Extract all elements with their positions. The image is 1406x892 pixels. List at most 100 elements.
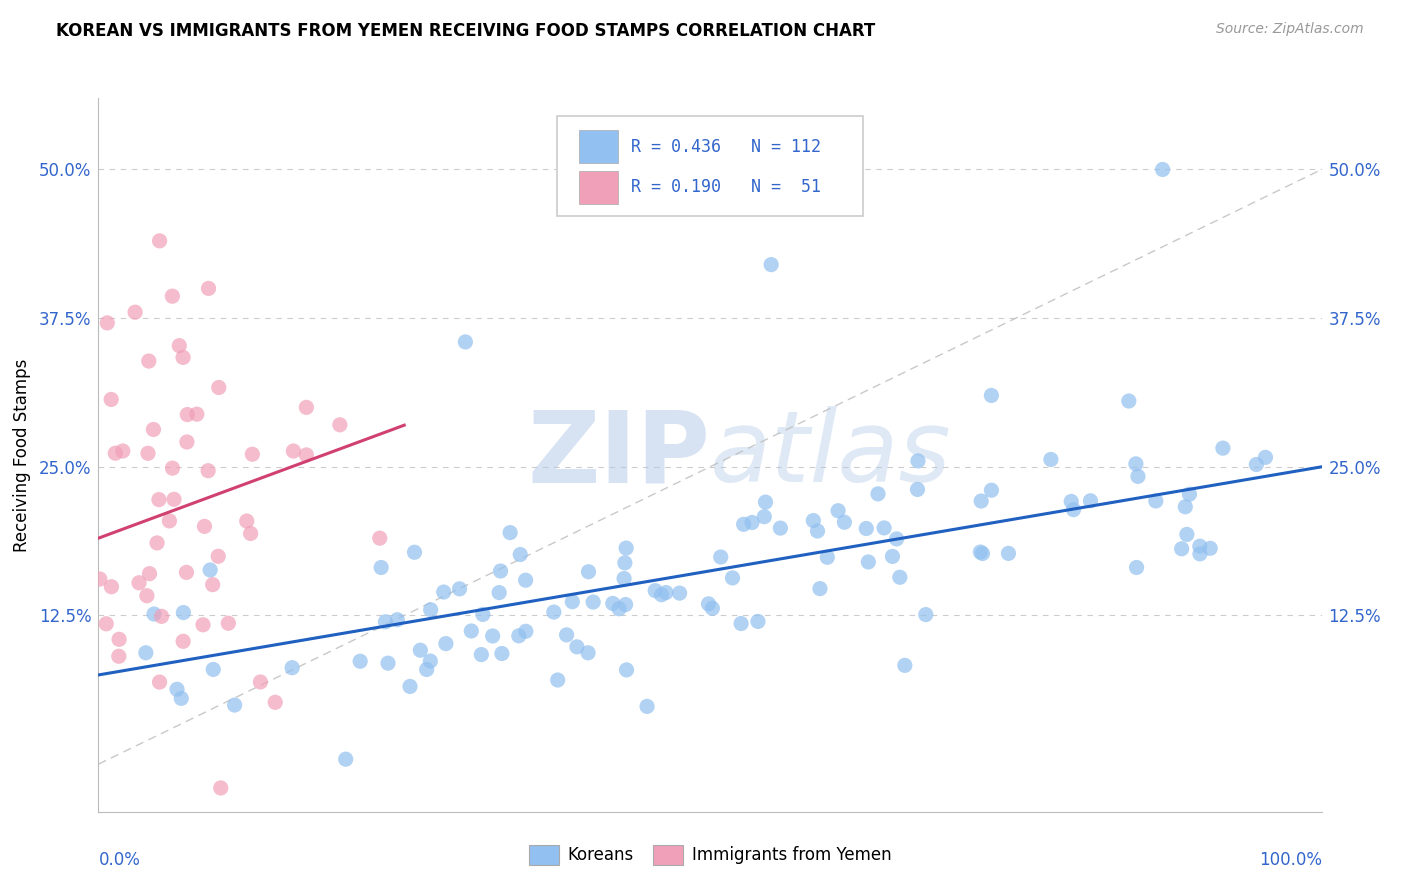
Point: [198, 563, 221, 577]
Point: [454, 334, 477, 349]
Point: [166, 682, 188, 697]
Point: [176, 434, 198, 449]
Point: [138, 566, 160, 581]
Point: [1246, 458, 1268, 472]
Point: [858, 555, 880, 569]
Point: [997, 546, 1019, 560]
Point: [754, 509, 776, 524]
Point: [801, 514, 824, 528]
Point: [855, 522, 877, 536]
Text: R = 0.190   N =  51: R = 0.190 N = 51: [630, 178, 821, 196]
Point: [415, 663, 437, 677]
Point: [769, 521, 792, 535]
Point: [1254, 450, 1277, 465]
Point: [1212, 441, 1234, 455]
Point: [761, 258, 783, 272]
Point: [387, 613, 409, 627]
Point: [886, 532, 908, 546]
Point: [191, 617, 214, 632]
Point: [419, 654, 441, 668]
Point: [488, 585, 510, 599]
FancyBboxPatch shape: [579, 171, 619, 203]
Point: [827, 504, 849, 518]
Point: [148, 492, 170, 507]
Point: [1060, 494, 1083, 508]
Point: [616, 663, 638, 677]
Point: [209, 780, 232, 795]
Point: [668, 586, 690, 600]
Point: [404, 545, 426, 559]
Point: [1175, 527, 1198, 541]
Point: [163, 492, 186, 507]
FancyBboxPatch shape: [579, 130, 619, 163]
Point: [176, 566, 198, 580]
Point: [128, 575, 150, 590]
Point: [815, 550, 838, 565]
Point: [208, 380, 231, 394]
Text: ZIP: ZIP: [527, 407, 710, 503]
Text: atlas: atlas: [710, 407, 952, 503]
Point: [866, 487, 889, 501]
Point: [377, 656, 399, 670]
Point: [1199, 541, 1222, 556]
Point: [89, 572, 111, 586]
Point: [329, 417, 352, 432]
Point: [1118, 394, 1140, 409]
Point: [124, 305, 146, 319]
Point: [578, 565, 600, 579]
Point: [1126, 469, 1149, 483]
Point: [980, 483, 1002, 498]
Point: [873, 521, 896, 535]
Point: [335, 752, 357, 766]
Point: [96, 616, 118, 631]
Point: [907, 483, 929, 497]
Point: [547, 673, 569, 687]
Point: [295, 448, 318, 462]
Point: [349, 654, 371, 668]
Point: [730, 616, 752, 631]
Point: [264, 695, 287, 709]
Point: [972, 547, 994, 561]
Point: [419, 603, 441, 617]
Point: [368, 531, 391, 545]
Point: [249, 675, 271, 690]
Point: [576, 646, 599, 660]
Point: [914, 607, 936, 622]
Point: [582, 595, 605, 609]
Point: [135, 589, 157, 603]
Point: [434, 637, 457, 651]
Point: [111, 444, 134, 458]
Point: [481, 629, 503, 643]
Point: [806, 524, 828, 538]
Point: [193, 519, 215, 533]
Point: [201, 577, 224, 591]
Point: [460, 624, 482, 638]
Point: [235, 514, 257, 528]
Point: [499, 525, 522, 540]
Point: [176, 408, 198, 422]
Point: [1062, 502, 1084, 516]
Point: [433, 585, 456, 599]
Point: [509, 548, 531, 562]
Point: [1188, 547, 1211, 561]
Point: [697, 597, 720, 611]
Point: [149, 234, 172, 248]
Point: [207, 549, 229, 564]
Point: [733, 517, 755, 532]
Point: [1125, 457, 1147, 471]
Legend: Koreans, Immigrants from Yemen: Koreans, Immigrants from Yemen: [522, 838, 898, 871]
Point: [150, 609, 173, 624]
Point: [607, 601, 630, 615]
Point: [239, 526, 262, 541]
Point: [135, 646, 157, 660]
Text: 100.0%: 100.0%: [1258, 851, 1322, 869]
Text: Source: ZipAtlas.com: Source: ZipAtlas.com: [1216, 22, 1364, 37]
Point: [146, 536, 169, 550]
Point: [283, 444, 305, 458]
Point: [172, 351, 194, 365]
Point: [374, 615, 396, 629]
Point: [613, 556, 636, 570]
Point: [741, 516, 763, 530]
Point: [1170, 541, 1192, 556]
Point: [1039, 452, 1062, 467]
